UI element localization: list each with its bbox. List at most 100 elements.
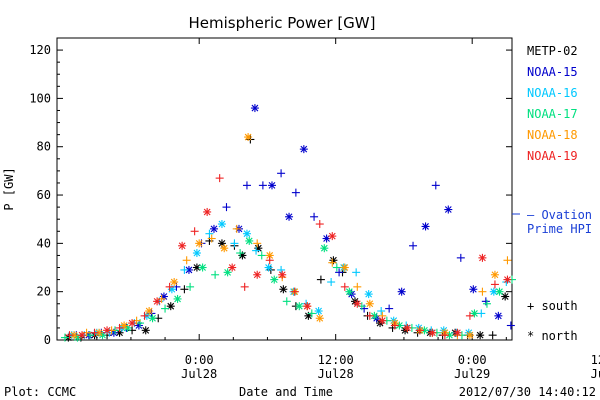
plot-frame [56, 37, 513, 341]
data-point-noaa-15 [285, 212, 294, 221]
data-point-noaa-19 [340, 282, 349, 291]
data-point-noaa-15 [291, 188, 300, 197]
data-point-noaa-18 [145, 307, 154, 316]
data-point-noaa-17 [186, 282, 195, 291]
data-point-noaa-19 [328, 232, 337, 241]
legend-noaa-16: NOAA-16 [527, 86, 578, 100]
data-point-noaa-16 [252, 246, 261, 255]
y-tick-label: 120 [29, 43, 51, 57]
data-point-noaa-16 [377, 307, 386, 316]
x-tick-time: 0:00 [185, 353, 214, 367]
data-point-noaa-18 [465, 331, 474, 340]
data-point-noaa-15 [242, 181, 251, 190]
data-point-noaa-18 [170, 278, 179, 287]
data-point-noaa-16 [205, 229, 214, 238]
data-point-noaa-15 [222, 203, 231, 212]
data-point-noaa-17 [148, 314, 157, 323]
data-point-noaa-19 [415, 326, 424, 335]
data-point-noaa-16 [180, 265, 189, 274]
x-tick-time: 12:00 [591, 353, 600, 367]
data-point-noaa-19 [190, 227, 199, 236]
marker-legend-north: * north [527, 329, 578, 343]
data-point-noaa-19 [290, 287, 299, 296]
chart-title: Hemispheric Power [GW] [189, 14, 376, 32]
data-point-noaa-16 [364, 290, 373, 299]
data-point-noaa-17 [482, 299, 491, 308]
data-point-noaa-17 [295, 302, 304, 311]
data-point-noaa-16 [477, 309, 486, 318]
data-point-noaa-15 [421, 222, 430, 231]
footer-plot-source: Plot: CCMC [4, 385, 76, 399]
data-point-noaa-19 [428, 328, 437, 337]
data-point-noaa-19 [90, 328, 99, 337]
data-point-noaa-18 [195, 239, 204, 248]
data-point-noaa-17 [173, 294, 182, 303]
data-point-noaa-19 [453, 328, 462, 337]
data-point-noaa-17 [270, 275, 279, 284]
data-point-noaa-19 [315, 220, 324, 229]
data-point-noaa-19 [203, 207, 212, 216]
data-points [60, 104, 516, 342]
data-point-noaa-18 [244, 133, 253, 142]
data-point-noaa-17 [60, 333, 69, 342]
data-point-metp-02 [141, 326, 150, 335]
data-point-noaa-19 [390, 321, 399, 330]
data-point-noaa-19 [490, 280, 499, 289]
data-point-metp-02 [316, 275, 325, 284]
data-point-noaa-16 [314, 307, 323, 316]
data-point-noaa-15 [385, 304, 394, 313]
legend-noaa-19: NOAA-19 [527, 149, 578, 163]
data-point-noaa-19 [240, 282, 249, 291]
data-point-noaa-18 [220, 244, 229, 253]
ovation-label-line: — Ovation [527, 208, 592, 222]
legend-metp-02: METP-02 [527, 44, 578, 58]
data-point-noaa-18 [353, 282, 362, 291]
data-point-metp-02 [476, 331, 485, 340]
data-point-noaa-19 [215, 174, 224, 183]
marker-legend: + south * north [527, 299, 578, 343]
y-tick-label: 40 [37, 236, 51, 250]
data-point-noaa-17 [282, 297, 291, 306]
data-point-noaa-15 [506, 321, 515, 330]
data-point-noaa-19 [365, 311, 374, 320]
data-point-noaa-15 [209, 224, 218, 233]
data-point-noaa-19 [153, 297, 162, 306]
data-point-noaa-18 [315, 314, 324, 323]
data-point-noaa-19 [115, 323, 124, 332]
data-point-noaa-17 [245, 236, 254, 245]
x-tick-date: Jul28 [181, 367, 217, 381]
data-point-noaa-15 [277, 169, 286, 178]
x-tick-date: Jul29 [591, 367, 600, 381]
data-point-noaa-17 [198, 263, 207, 272]
x-tick-date: Jul28 [318, 367, 354, 381]
data-point-noaa-16 [327, 278, 336, 287]
data-point-noaa-15 [444, 205, 453, 214]
x-tick-time: 0:00 [458, 353, 487, 367]
data-point-noaa-19 [303, 302, 312, 311]
data-point-noaa-17 [370, 311, 379, 320]
data-point-noaa-15 [431, 181, 440, 190]
x-tick-time: 12:00 [318, 353, 354, 367]
data-point-noaa-15 [456, 253, 465, 262]
data-point-noaa-19 [353, 299, 362, 308]
data-point-noaa-19 [265, 256, 274, 265]
y-tick-label: 80 [37, 140, 51, 154]
data-point-noaa-19 [103, 326, 112, 335]
data-point-noaa-17 [211, 270, 220, 279]
data-point-noaa-19 [465, 311, 474, 320]
data-point-noaa-18 [490, 270, 499, 279]
data-point-noaa-16 [264, 263, 273, 272]
data-point-noaa-17 [236, 249, 245, 258]
data-point-noaa-15 [258, 181, 267, 190]
data-point-noaa-16 [217, 220, 226, 229]
data-point-noaa-17 [495, 287, 504, 296]
footer-timestamp: 2012/07/30 14:40:12 [459, 385, 596, 399]
x-tick-date: Jul29 [454, 367, 490, 381]
data-point-noaa-18 [253, 239, 262, 248]
y-tick-label: 100 [29, 91, 51, 105]
data-point-noaa-19 [378, 316, 387, 325]
legend: METP-02 NOAA-15 NOAA-16 NOAA-17 NOAA-18 NOAA-… [527, 44, 578, 163]
data-point-noaa-18 [478, 287, 487, 296]
data-point-noaa-19 [403, 323, 412, 332]
